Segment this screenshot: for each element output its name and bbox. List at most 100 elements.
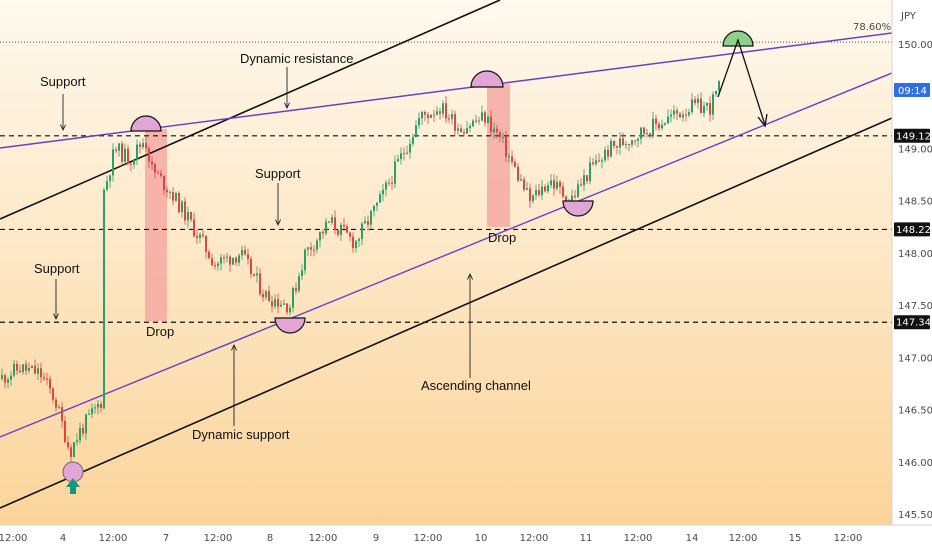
candle-body-213	[640, 127, 642, 139]
candle-body-187	[562, 186, 564, 197]
price-tick-0: 150.000	[898, 40, 932, 51]
candle-body-185	[556, 181, 558, 189]
price-axis[interactable]	[892, 0, 932, 525]
candle-body-173	[520, 179, 522, 181]
price-tick-3: 148.000	[898, 249, 932, 260]
candle-body-238	[715, 90, 717, 95]
candle-body-124	[373, 205, 375, 211]
annotation-drop-1: Drop	[146, 324, 174, 339]
arrow-support-left-bottom-head	[52, 313, 60, 321]
time-tick-5: 8	[267, 533, 273, 544]
candle-body-59	[178, 193, 180, 213]
candle-body-38	[115, 149, 117, 151]
price-tick-4: 147.500	[898, 301, 932, 312]
arrow-support-mid-head	[274, 219, 282, 227]
candle-body-215	[646, 133, 648, 135]
candle-body-180	[541, 186, 543, 196]
candle-body-155	[466, 128, 468, 134]
candle-body-237	[712, 94, 714, 115]
buy-up-arrow-icon	[66, 478, 80, 494]
candle-body-138	[415, 125, 417, 138]
candle-body-181	[544, 186, 546, 192]
candle-body-132	[397, 159, 399, 162]
candle-body-226	[679, 113, 681, 118]
candle-body-40	[121, 143, 123, 162]
candle-body-149	[448, 118, 450, 120]
candle-body-162	[487, 116, 489, 123]
candle-body-107	[322, 231, 324, 234]
price-tick-7: 146.000	[898, 458, 932, 469]
candle-body-239	[718, 81, 720, 91]
time-axis[interactable]	[0, 525, 932, 550]
time-tick-1: 4	[60, 533, 66, 544]
drop-zone-1	[145, 129, 167, 321]
projection-arrowhead	[757, 113, 768, 128]
candle-body-205	[616, 146, 618, 148]
candle-body-81	[244, 250, 246, 255]
candle-body-100	[301, 270, 303, 277]
candle-body-18	[55, 399, 57, 408]
candle-body-90	[271, 301, 273, 307]
candle-body-200	[601, 160, 603, 162]
candle-body-193	[580, 184, 582, 186]
candle-body-44	[133, 159, 135, 165]
time-tick-15: 15	[789, 533, 802, 544]
annotation-dynamic-resistance: Dynamic resistance	[240, 51, 353, 66]
candle-body-101	[304, 249, 306, 271]
candle-body-82	[247, 254, 249, 260]
annotation-support-mid: Support	[255, 166, 301, 181]
candle-body-34	[103, 189, 105, 409]
candle-body-231	[694, 99, 696, 103]
candle-body-78	[235, 257, 237, 263]
candle-body-170	[511, 156, 513, 163]
candle-body-24	[73, 442, 75, 457]
candle-body-228	[685, 114, 687, 116]
level-badge-2	[894, 315, 930, 330]
time-tick-0: 12:00	[0, 533, 27, 544]
candle-body-65	[196, 236, 198, 238]
candle-body-176	[529, 188, 531, 202]
candle-body-108	[325, 221, 327, 234]
candle-body-147	[442, 103, 444, 114]
candle-body-233	[700, 98, 702, 114]
time-tick-10: 12:00	[520, 533, 549, 544]
candle-body-211	[634, 140, 636, 142]
candle-body-30	[91, 408, 93, 414]
candle-body-203	[610, 140, 612, 157]
candle-body-36	[109, 175, 111, 181]
candle-body-58	[175, 193, 177, 201]
candle-body-196	[589, 162, 591, 182]
candle-body-83	[250, 259, 252, 275]
candle-body-112	[337, 230, 339, 235]
level-badge-label-1: 148.228	[896, 225, 932, 236]
candle-body-179	[538, 190, 540, 196]
candle-body-175	[526, 188, 528, 190]
candle-body-96	[289, 307, 291, 313]
candle-body-12	[37, 368, 39, 374]
trend-lines	[0, 0, 893, 509]
time-ticks: 12:00 4 12:00 7 12:00 8 12:00 9 12:00 10 12:00 11 12…	[0, 533, 862, 544]
time-tick-8: 12:00	[414, 533, 443, 544]
candle-body-212	[637, 138, 639, 141]
candle-body-26	[79, 427, 81, 441]
candle-body-71	[214, 265, 216, 267]
annotation-ascending-channel: Ascending channel	[421, 378, 531, 393]
touch-cap-support-1	[274, 317, 306, 334]
candle-body-104	[313, 249, 315, 251]
arrow-support-left-top-head	[59, 124, 67, 132]
candle-body-39	[118, 143, 120, 151]
candle-body-20	[61, 407, 63, 421]
candle-body-92	[277, 299, 279, 307]
candle-body-225	[676, 110, 678, 114]
candle-body-153	[460, 128, 462, 133]
annotation-support-left-top: Support	[40, 74, 86, 89]
candle-body-75	[226, 256, 228, 258]
candle-body-157	[472, 120, 474, 127]
candle-body-110	[331, 217, 333, 223]
arrow-dynamic-support-head	[230, 343, 238, 351]
candle-body-121	[364, 221, 366, 224]
touch-cap-support-2	[562, 200, 594, 217]
candle-body-191	[574, 195, 576, 197]
